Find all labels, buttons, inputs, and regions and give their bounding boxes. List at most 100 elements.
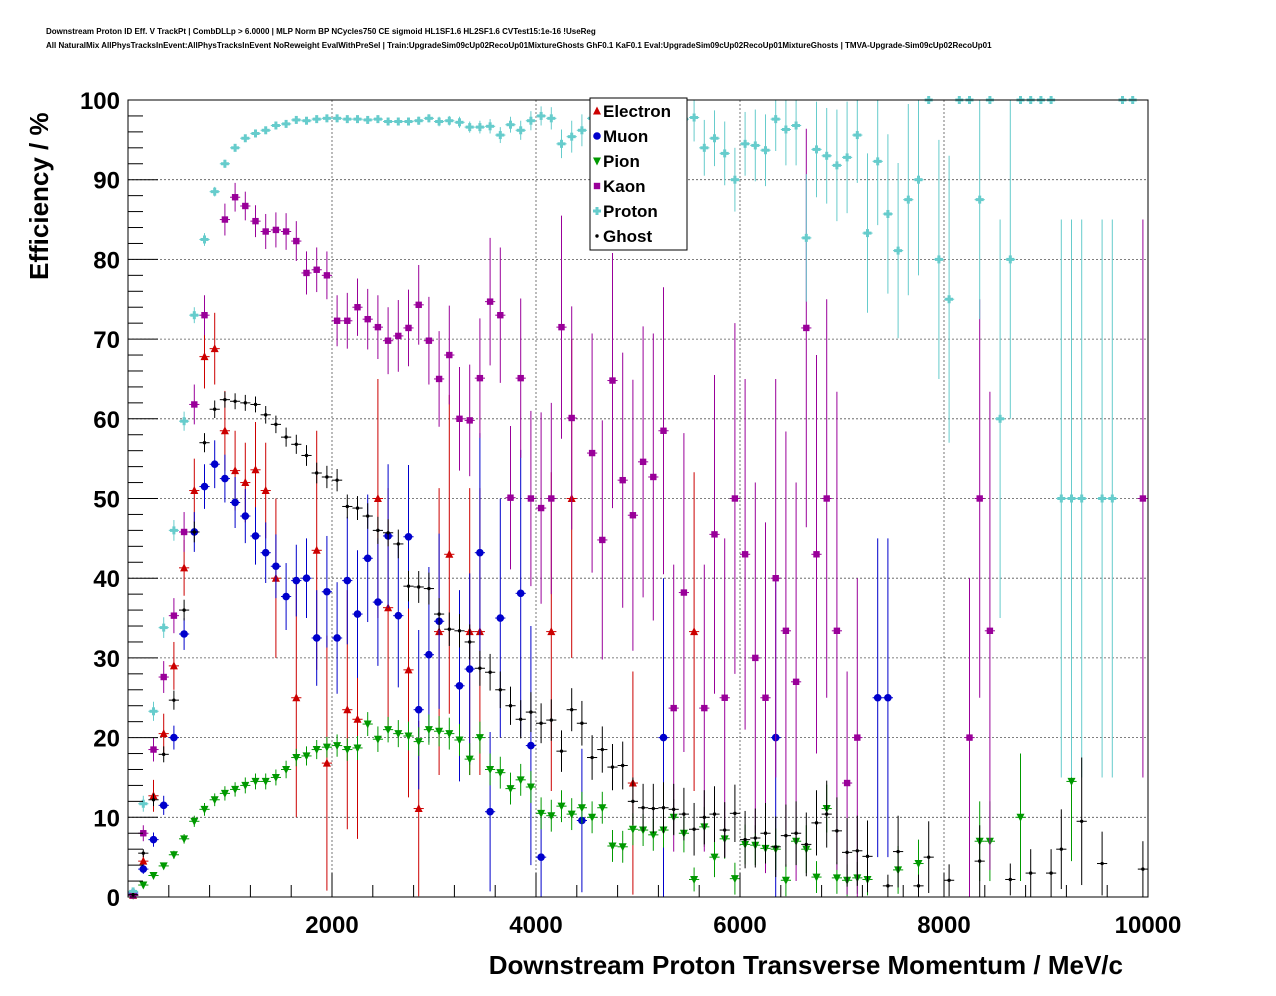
data-point: [138, 795, 149, 812]
marker: [200, 482, 209, 491]
data-point: [1107, 219, 1118, 778]
data-point: [250, 773, 261, 790]
marker: [1139, 495, 1147, 502]
marker: [159, 862, 168, 871]
data-point: [230, 182, 241, 212]
marker: [468, 123, 472, 132]
marker: [233, 399, 237, 403]
marker: [631, 799, 635, 804]
data-point: [434, 716, 445, 747]
marker: [242, 202, 249, 210]
data-point: [342, 494, 353, 519]
data-point: [158, 746, 169, 763]
x-tick-label: 2000: [305, 912, 358, 939]
data-point: [495, 127, 506, 144]
data-point: [689, 472, 700, 791]
marker: [220, 789, 229, 798]
marker: [547, 627, 556, 636]
marker: [202, 441, 207, 445]
marker: [590, 755, 594, 760]
data-point: [199, 802, 210, 816]
marker: [823, 495, 830, 502]
marker: [456, 415, 463, 422]
data-point: [627, 379, 638, 651]
marker: [833, 627, 841, 635]
marker: [1067, 777, 1076, 786]
data-point: [607, 830, 618, 862]
marker: [253, 402, 258, 407]
marker: [701, 704, 708, 712]
marker: [272, 562, 280, 571]
data-point: [454, 724, 465, 756]
data-point: [301, 445, 312, 466]
data-point: [454, 116, 465, 128]
marker: [651, 806, 655, 811]
data-point: [454, 614, 465, 648]
marker: [916, 884, 921, 888]
marker: [252, 217, 259, 225]
marker: [723, 149, 727, 158]
data-point: [168, 725, 179, 750]
marker: [876, 157, 880, 166]
marker: [580, 126, 584, 135]
marker: [641, 806, 645, 810]
data-point: [219, 391, 230, 408]
marker: [284, 435, 288, 439]
data-point: [311, 247, 322, 293]
data-point: [423, 296, 434, 385]
marker: [458, 118, 461, 127]
marker: [570, 708, 574, 712]
marker: [659, 733, 668, 742]
marker: [886, 209, 890, 218]
data-point: [413, 571, 424, 603]
data-point: [199, 295, 210, 336]
marker: [292, 693, 301, 702]
data-point: [464, 573, 475, 765]
marker: [262, 228, 269, 235]
marker: [567, 810, 576, 819]
data-point: [179, 512, 190, 552]
data-point: [423, 714, 434, 745]
data-point: [525, 771, 536, 803]
marker: [660, 427, 667, 434]
marker: [733, 811, 737, 816]
marker: [577, 804, 586, 813]
marker: [344, 317, 351, 324]
marker: [774, 845, 778, 849]
marker: [353, 714, 362, 723]
marker: [618, 843, 627, 852]
data-point: [719, 802, 730, 858]
x-tick-label: 8000: [917, 912, 970, 939]
data-point: [332, 295, 343, 347]
data-point: [984, 391, 995, 870]
marker: [424, 726, 433, 735]
marker: [914, 860, 923, 869]
data-point: [444, 305, 455, 405]
marker: [1008, 255, 1012, 264]
data-point: [740, 378, 751, 730]
data-point: [607, 253, 618, 509]
data-point: [821, 299, 832, 698]
marker: [394, 611, 403, 620]
data-point: [209, 793, 220, 807]
marker: [274, 121, 278, 130]
marker: [763, 831, 768, 835]
data-point: [199, 324, 210, 389]
marker: [447, 116, 451, 125]
data-point: [413, 264, 424, 345]
data-point: [189, 521, 200, 543]
marker: [333, 317, 341, 324]
marker: [812, 873, 821, 882]
data-point: [240, 134, 251, 143]
marker: [986, 627, 994, 635]
data-point: [658, 578, 669, 897]
marker: [598, 804, 607, 813]
data-point: [179, 411, 190, 431]
marker: [639, 458, 647, 466]
data-point: [311, 462, 322, 484]
data-point: [515, 120, 526, 140]
data-point: [321, 635, 332, 891]
marker: [149, 835, 158, 844]
legend-item-electron: Electron: [593, 102, 671, 121]
marker: [947, 295, 951, 304]
